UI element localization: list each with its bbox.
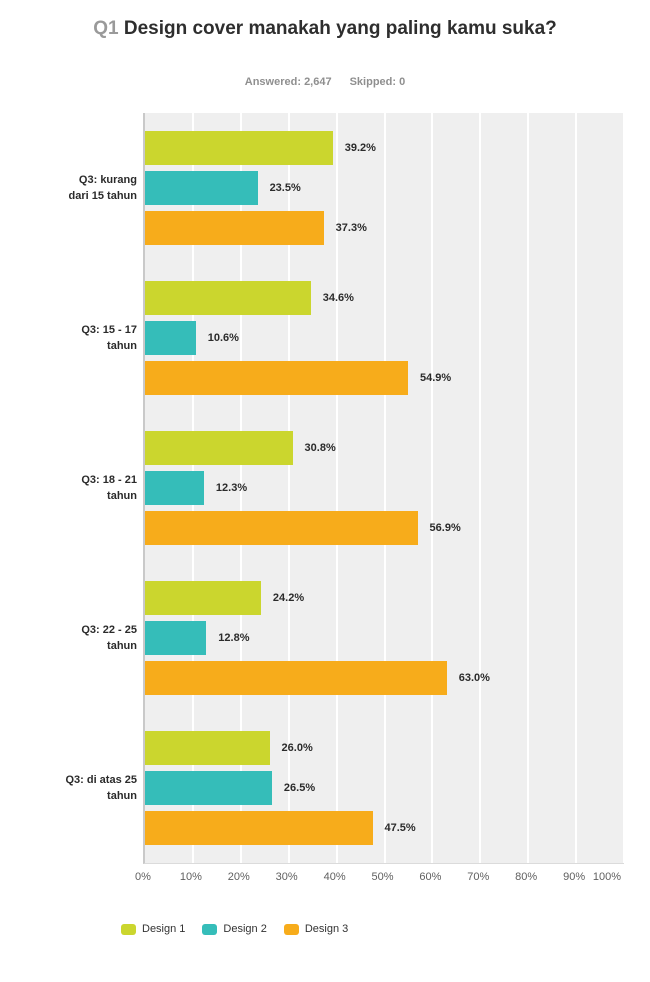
bar-design-2 xyxy=(145,771,272,805)
value-label: 34.6% xyxy=(322,292,354,304)
gridline xyxy=(431,113,434,863)
legend-item-design-3: Design 3 xyxy=(283,923,349,936)
x-tick-label: 90% xyxy=(563,871,586,883)
legend-label: Design 1 xyxy=(142,923,186,935)
x-tick-label: 100% xyxy=(592,871,622,883)
legend-label: Design 2 xyxy=(223,923,267,935)
skipped-label: Skipped: xyxy=(349,76,397,88)
gridline xyxy=(527,113,530,863)
bar-design-3 xyxy=(145,811,373,845)
gridline xyxy=(287,113,290,863)
legend-item-design-1: Design 1 xyxy=(121,923,185,936)
value-label: 56.9% xyxy=(429,522,461,534)
value-label: 63.0% xyxy=(458,672,490,684)
bar-design-3 xyxy=(145,361,408,395)
bar-design-2 xyxy=(145,321,196,355)
page-title: Q1 Design cover manakah yang paling kamu… xyxy=(90,16,560,42)
category-axis: Q3: kurang dari 15 tahun Q3: 15 - 17 tahun Q… xyxy=(0,113,137,863)
x-tick-label: 50% xyxy=(371,871,394,883)
bar-design-1 xyxy=(145,431,293,465)
value-label: 23.5% xyxy=(269,182,301,194)
x-axis: 0% 10% 20% 30% 40% 50% 60% 70% 80% 90% 100% xyxy=(135,871,622,887)
category-label-line: tahun xyxy=(107,490,137,502)
legend: Design 1 Design 2 Design 3 xyxy=(121,923,348,936)
bar-design-2 xyxy=(145,471,204,505)
category-label-line: dari 15 tahun xyxy=(68,190,137,202)
category-label-line: Q3: 18 - 21 xyxy=(81,474,137,486)
value-label: 54.9% xyxy=(419,372,452,384)
gridline xyxy=(239,113,242,863)
value-label: 30.8% xyxy=(304,442,336,454)
category-label-line: Q3: di atas 25 xyxy=(65,774,137,786)
x-tick-label: 60% xyxy=(419,871,442,883)
value-label: 47.5% xyxy=(384,822,416,834)
gridline xyxy=(479,113,482,863)
bar-design-3 xyxy=(145,661,447,695)
category-label-line: tahun xyxy=(107,640,137,652)
bar-design-1 xyxy=(145,131,333,165)
skipped-value: 0 xyxy=(399,76,406,88)
bar-design-1 xyxy=(145,281,311,315)
category-label-line: tahun xyxy=(107,790,137,802)
legend-swatch xyxy=(121,924,136,935)
category-label: Q3: kurang dari 15 tahun xyxy=(0,172,137,204)
x-tick-label: 40% xyxy=(323,871,346,883)
x-tick-label: 30% xyxy=(275,871,298,883)
bar-design-1 xyxy=(145,581,261,615)
category-label-line: tahun xyxy=(107,340,137,352)
question-title-text: Design cover manakah yang paling kamu su… xyxy=(123,18,557,39)
x-tick-label: 20% xyxy=(227,871,250,883)
legend-swatch xyxy=(283,924,299,935)
gridline xyxy=(335,113,338,863)
value-label: 24.2% xyxy=(272,592,305,604)
gridline xyxy=(575,113,578,863)
category-label-line: Q3: kurang xyxy=(78,174,137,186)
skipped-stat: Skipped: 0 xyxy=(350,76,406,88)
gridline xyxy=(623,113,625,863)
legend-swatch xyxy=(202,924,218,935)
bar-design-2 xyxy=(145,171,258,205)
legend-label: Design 3 xyxy=(304,923,349,935)
gridline xyxy=(383,113,386,863)
value-label: 12.8% xyxy=(218,632,250,644)
category-label: Q3: 15 - 17 tahun xyxy=(0,322,137,354)
category-label-line: Q3: 15 - 17 xyxy=(81,324,137,336)
answered-label: Answered: xyxy=(244,76,301,88)
value-label: 26.0% xyxy=(281,742,313,754)
bar-design-3 xyxy=(145,511,418,545)
value-label: 26.5% xyxy=(283,782,316,794)
category-label-line: Q3: 22 - 25 xyxy=(81,624,137,636)
value-label: 37.3% xyxy=(335,222,367,234)
category-label: Q3: di atas 25 tahun xyxy=(0,772,137,804)
x-tick-label: 70% xyxy=(467,871,490,883)
x-tick-label: 0% xyxy=(135,871,151,883)
bar-design-1 xyxy=(145,731,270,765)
x-tick-label: 10% xyxy=(179,871,202,883)
plot-area: 39.2% 23.5% 37.3% 34.6% 10.6% 54.9% 30.8% 12.3%… xyxy=(143,113,625,864)
category-label: Q3: 22 - 25 tahun xyxy=(0,622,137,654)
bar-design-2 xyxy=(145,621,207,655)
question-number: Q1 xyxy=(93,18,119,39)
legend-item-design-2: Design 2 xyxy=(202,923,267,936)
x-tick-label: 80% xyxy=(515,871,538,883)
value-label: 12.3% xyxy=(215,482,248,494)
answered-skipped-row: Answered: 2,647 Skipped: 0 xyxy=(0,76,650,88)
answered-stat: Answered: 2,647 xyxy=(245,76,332,88)
answered-value: 2,647 xyxy=(304,76,332,88)
value-label: 39.2% xyxy=(344,142,376,154)
category-label: Q3: 18 - 21 tahun xyxy=(0,472,137,504)
bar-design-3 xyxy=(145,211,324,245)
value-label: 10.6% xyxy=(207,332,239,344)
